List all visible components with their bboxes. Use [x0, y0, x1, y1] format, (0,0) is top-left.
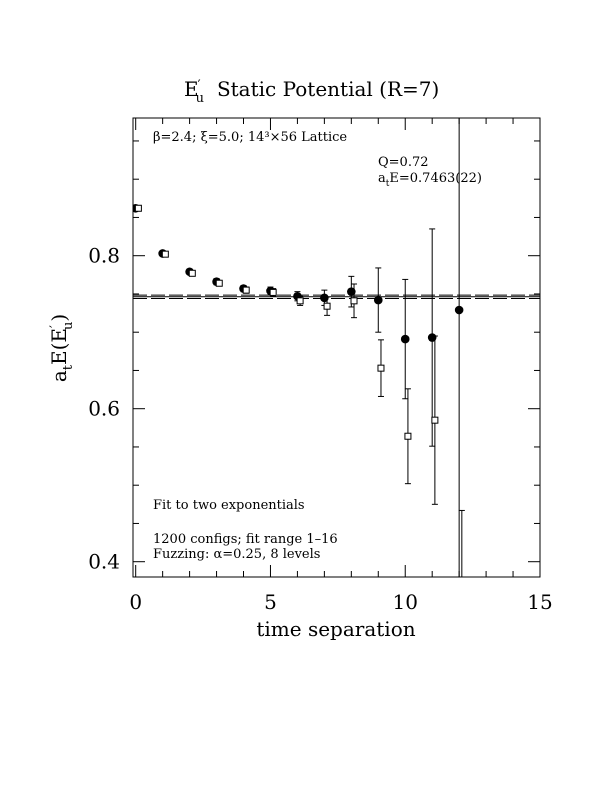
ylabel-u: u	[61, 322, 76, 330]
energy-a: a	[378, 171, 386, 186]
ylabel-e: E(E	[47, 328, 71, 365]
data-point-square	[377, 364, 385, 372]
fuzzing-annotation: Fuzzing: α=0.25, 8 levels	[153, 547, 320, 562]
y-tick-label: 0.8	[88, 244, 120, 268]
data-point-square	[431, 416, 439, 424]
data-point-circle	[320, 293, 329, 303]
x-axis-label: time separation	[256, 617, 415, 641]
title-e: E	[184, 77, 199, 101]
title-rest: Static Potential (R=7)	[217, 77, 439, 101]
configs-annotation: 1200 configs; fit range 1–16	[153, 532, 338, 547]
data-point-square	[215, 279, 223, 287]
data-point-square	[134, 204, 142, 212]
lattice-annotation: β=2.4; ξ=5.0; 14³×56 Lattice	[153, 130, 347, 145]
tick-labels: 0 5 10 15 0.4 0.6 0.8	[88, 244, 553, 614]
data-point-square	[188, 269, 196, 277]
data-point-square	[459, 618, 465, 624]
axis-ticks	[133, 118, 541, 577]
ylabel-a: a	[47, 370, 71, 382]
energy-rest: E=0.7463(22)	[389, 171, 482, 186]
y-tick-label: 0.4	[88, 550, 120, 574]
data-point-square	[404, 432, 412, 440]
y-tick-label: 0.6	[88, 397, 120, 421]
data-point-square	[269, 288, 277, 296]
ylabel-close: )	[47, 314, 71, 322]
q-annotation: Q=0.72	[378, 155, 429, 170]
ylabel-t: t	[61, 364, 76, 370]
data-points	[133, 203, 465, 624]
data-point-square	[161, 250, 169, 258]
chart-title: E′ u Static Potential (R=7)	[184, 77, 439, 106]
x-tick-label: 10	[393, 590, 418, 614]
title-prime: ′	[198, 78, 201, 93]
x-tick-label: 15	[527, 590, 552, 614]
data-point-circle	[400, 334, 410, 344]
energy-annotation: atE=0.7463(22)	[378, 171, 482, 189]
ylabel-prime: ′	[48, 325, 63, 328]
data-point-square	[242, 286, 250, 294]
plot-frame	[132, 117, 541, 578]
data-point-circle	[427, 333, 437, 342]
data-point-circle	[347, 287, 356, 296]
x-tick-label: 0	[129, 590, 142, 614]
data-point-square	[323, 302, 331, 310]
data-point-square	[350, 297, 358, 305]
fit-type-annotation: Fit to two exponentials	[153, 498, 305, 513]
fit-band	[133, 294, 540, 299]
data-point-circle	[373, 295, 383, 305]
data-point-circle	[454, 305, 464, 315]
energy-t: t	[386, 179, 390, 189]
data-point-square	[296, 297, 304, 305]
y-axis-label: atE(E′u)	[47, 314, 76, 382]
title-sub: u	[196, 91, 204, 106]
x-tick-label: 5	[264, 590, 277, 614]
